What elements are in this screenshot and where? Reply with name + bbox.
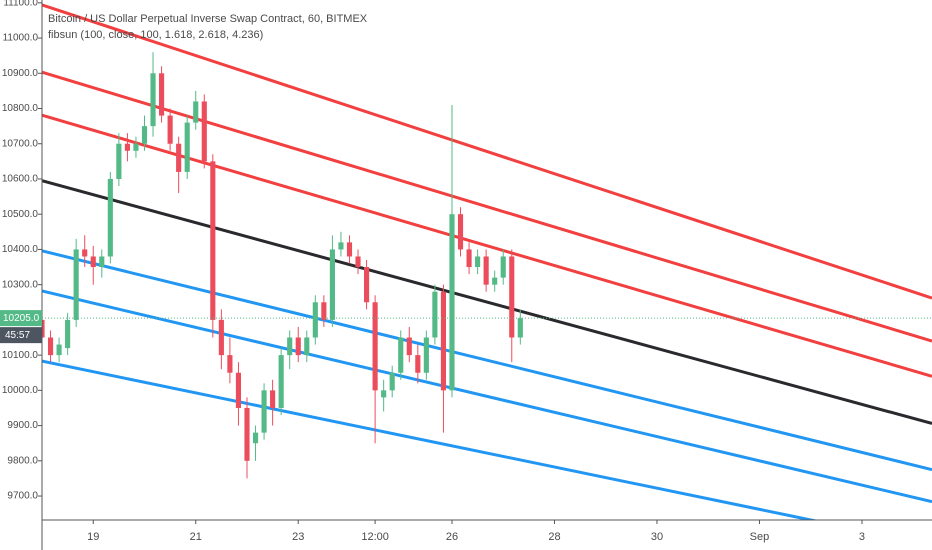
fib-line bbox=[42, 359, 819, 520]
candle-body bbox=[193, 101, 199, 123]
candle-body bbox=[210, 161, 216, 320]
candle-body bbox=[252, 432, 259, 444]
candle-body bbox=[440, 291, 447, 391]
candle-body bbox=[500, 256, 506, 278]
candle-body bbox=[270, 390, 276, 408]
fib-line bbox=[42, 179, 932, 425]
candle-body bbox=[355, 256, 361, 268]
candle-body bbox=[133, 143, 139, 151]
last-price-label: 10205.0 bbox=[3, 313, 40, 324]
x-tick-label: 28 bbox=[548, 531, 560, 543]
candle-body bbox=[47, 337, 54, 356]
candle-body bbox=[492, 277, 498, 285]
candle-body bbox=[432, 291, 438, 338]
y-tick-label: 10000.0 bbox=[2, 385, 39, 396]
candle-body bbox=[235, 372, 242, 408]
x-tick-label: 21 bbox=[190, 531, 202, 543]
candle-body bbox=[99, 256, 105, 268]
candle-body bbox=[201, 101, 207, 162]
candle-body bbox=[42, 319, 45, 338]
candle-body bbox=[244, 407, 250, 461]
candle-body bbox=[159, 73, 165, 116]
candle-body bbox=[116, 143, 122, 179]
candle-body bbox=[107, 178, 113, 257]
candle-body bbox=[141, 126, 148, 144]
y-tick-label: 10300.0 bbox=[2, 279, 39, 290]
candle-body bbox=[406, 337, 412, 356]
countdown-box bbox=[0, 327, 42, 344]
x-tick-label: 26 bbox=[446, 531, 458, 543]
candle-body bbox=[466, 249, 472, 268]
candle-body bbox=[475, 256, 481, 268]
x-tick-label: Sep bbox=[750, 531, 770, 543]
candle-body bbox=[304, 337, 310, 356]
candle-body bbox=[124, 143, 130, 151]
candle-body bbox=[278, 355, 284, 408]
candle-body bbox=[312, 302, 318, 338]
candle-body bbox=[82, 249, 88, 257]
chart-title: Bitcoin / US Dollar Perpetual Inverse Sw… bbox=[48, 13, 368, 25]
x-tick-label: 30 bbox=[651, 531, 663, 543]
candle-body bbox=[338, 242, 344, 250]
candle-body bbox=[321, 302, 327, 320]
candle-body bbox=[346, 242, 353, 257]
candle-body bbox=[73, 249, 79, 320]
candle-body bbox=[218, 319, 224, 356]
candle-body bbox=[372, 302, 378, 391]
candle-body bbox=[56, 344, 62, 356]
candle-body bbox=[381, 390, 387, 398]
y-tick-label: 9700.0 bbox=[7, 491, 38, 502]
x-tick-label: 23 bbox=[292, 531, 304, 543]
fib-line bbox=[42, 70, 932, 343]
x-tick-label: 3 bbox=[859, 531, 865, 543]
candle-body bbox=[449, 214, 455, 391]
indicator-label: fibsun (100, close, 100, 1.618, 2.618, 4… bbox=[48, 29, 263, 41]
y-tick-label: 9900.0 bbox=[7, 420, 38, 431]
candle-body bbox=[295, 337, 301, 356]
candle-body bbox=[423, 337, 429, 373]
candle-body bbox=[184, 122, 190, 172]
y-tick-label: 10500.0 bbox=[2, 209, 39, 220]
y-tick-label: 11000.0 bbox=[3, 33, 39, 44]
plot-area bbox=[42, 3, 932, 520]
candle-body bbox=[167, 115, 173, 144]
fib-line bbox=[42, 113, 932, 378]
candle-body bbox=[261, 390, 267, 433]
candle-body bbox=[389, 372, 395, 391]
fib-line bbox=[42, 289, 932, 504]
y-tick-label: 10700.0 bbox=[2, 138, 39, 149]
countdown-label: 45:57 bbox=[5, 330, 30, 341]
candle-body bbox=[415, 355, 421, 373]
candle-body bbox=[517, 318, 523, 338]
y-tick-label: 10400.0 bbox=[2, 244, 39, 255]
candle-body bbox=[398, 337, 404, 373]
candle-body bbox=[329, 249, 335, 320]
candle-body bbox=[227, 355, 233, 373]
y-tick-label: 10900.0 bbox=[2, 68, 39, 79]
y-tick-label: 10600.0 bbox=[2, 174, 39, 185]
x-tick-label: 19 bbox=[87, 531, 99, 543]
y-tick-label: 11100.0 bbox=[3, 0, 38, 8]
candle-body bbox=[509, 256, 515, 338]
candle-body bbox=[457, 214, 464, 250]
y-tick-label: 9800.0 bbox=[7, 455, 38, 466]
last-price-box bbox=[0, 310, 42, 327]
y-tick-label: 10800.0 bbox=[2, 103, 39, 114]
y-tick-label: 10100.0 bbox=[2, 350, 39, 361]
candle-body bbox=[150, 73, 156, 127]
candle-body bbox=[364, 267, 370, 303]
candle-body bbox=[176, 143, 182, 172]
candle-body bbox=[483, 256, 489, 285]
fib-line bbox=[42, 249, 932, 472]
candle-body bbox=[287, 337, 293, 356]
candle-body bbox=[65, 319, 71, 349]
candle-body bbox=[90, 256, 96, 268]
fib-line bbox=[42, 3, 932, 300]
x-tick-label: 12:00 bbox=[361, 531, 389, 543]
